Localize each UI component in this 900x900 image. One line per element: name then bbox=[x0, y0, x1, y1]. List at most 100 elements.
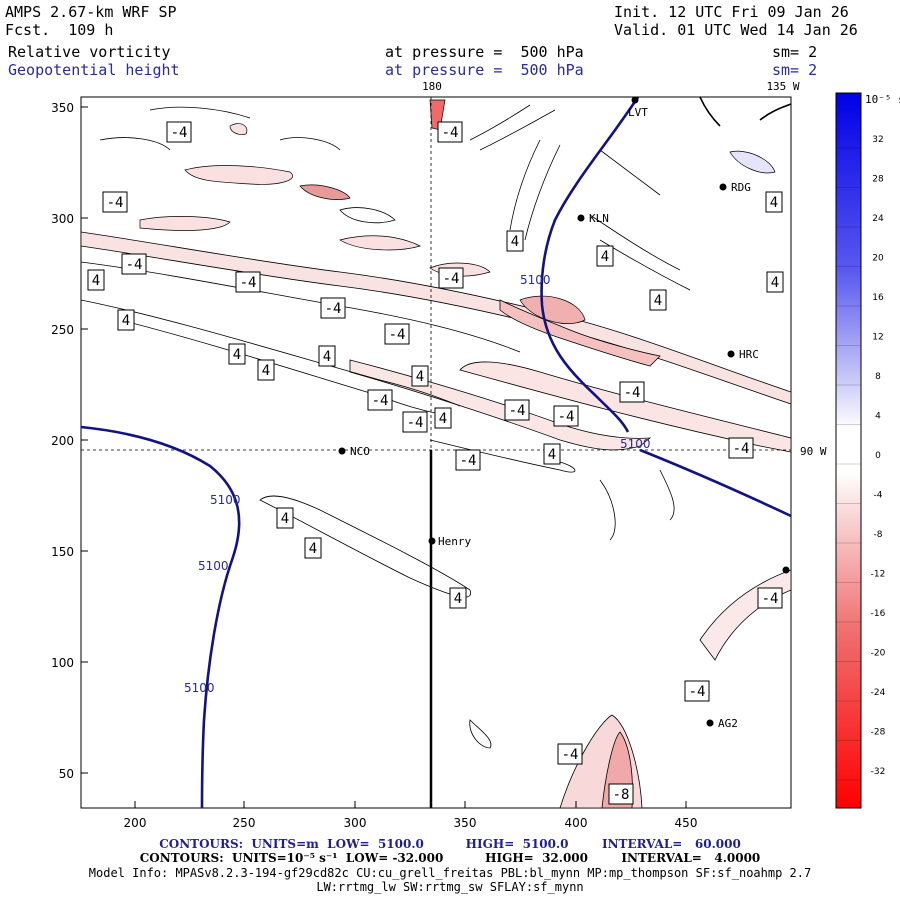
field2-name: Geopotential height bbox=[8, 61, 180, 79]
vort-label-text: 4 bbox=[654, 293, 662, 309]
vort-label-text: 4 bbox=[262, 363, 270, 379]
vort-label-text: -4 bbox=[389, 327, 406, 343]
colorbar-tick-label: 8 bbox=[875, 372, 881, 382]
vort-label-box: 4 bbox=[506, 230, 524, 252]
forecast-hour: Fcst. 109 h bbox=[5, 21, 114, 39]
station-kln: KLN bbox=[589, 212, 609, 225]
vort-label-box: 4 bbox=[765, 191, 783, 213]
station-nco: NCO bbox=[350, 445, 370, 458]
vort-label-box: -4 bbox=[619, 381, 645, 403]
map-frame bbox=[80, 96, 792, 809]
vort-label-text: 4 bbox=[511, 234, 519, 250]
vort-label-text: -4 bbox=[624, 385, 641, 401]
colorbar: 10⁻⁵ s⁻¹ 32 28 24 20 16 12 8 4 0 -4 -8 -12 -16 -20 -24… bbox=[835, 92, 900, 809]
vort-label-box: -4 bbox=[102, 191, 128, 213]
vort-label-box: -4 bbox=[557, 743, 583, 765]
vort-label-text: -8 bbox=[613, 787, 630, 803]
vort-label-text: -4 bbox=[442, 125, 459, 141]
vort-label-text: -4 bbox=[325, 301, 342, 317]
svg-text:100: 100 bbox=[51, 656, 74, 670]
vort-label-box: -4 bbox=[367, 389, 393, 411]
meridian-180-label: 180 bbox=[422, 80, 442, 93]
vort-label-text: 4 bbox=[92, 273, 100, 289]
vort-label-box: 4 bbox=[434, 407, 452, 429]
footer-model-info: Model Info: MPASv8.2.3-194-gf29cd82c CU:… bbox=[88, 866, 812, 880]
svg-text:5100: 5100 bbox=[198, 559, 229, 573]
vort-label-box: -4 bbox=[235, 271, 261, 293]
vort-label-box: -4 bbox=[684, 680, 710, 702]
vort-label-text: -4 bbox=[240, 275, 257, 291]
vort-label-text: -4 bbox=[689, 684, 706, 700]
svg-text:250: 250 bbox=[51, 323, 74, 337]
colorbar-tick-label: -12 bbox=[871, 570, 886, 580]
vort-label-text: 4 bbox=[548, 447, 556, 463]
vort-label-text: 4 bbox=[439, 411, 447, 427]
vorticity-contour-labels: -4 -4 -4 4 4 4 -4 4 -4 4 -4 4 -4 4 -4 4 4 4 4 -4 -4 -4 -4 -4 4 -4… bbox=[87, 121, 784, 805]
vort-label-box: -4 bbox=[553, 405, 579, 427]
colorbar-tick-label: -8 bbox=[874, 530, 883, 540]
vort-label-text: 4 bbox=[601, 249, 609, 265]
vort-label-box: 4 bbox=[649, 289, 667, 311]
vort-label-box: -4 bbox=[504, 399, 530, 421]
vort-label-box: 4 bbox=[766, 271, 784, 293]
colorbar-tick-label: 4 bbox=[875, 412, 881, 422]
vort-label-box: 4 bbox=[449, 587, 467, 609]
footer-vort-contours: CONTOURS: UNITS=10⁻⁵ s⁻¹ LOW= -32.000 HI… bbox=[139, 851, 761, 865]
vort-label-box: 4 bbox=[304, 537, 322, 559]
svg-text:250: 250 bbox=[233, 816, 256, 830]
colorbar-tick-label: -16 bbox=[871, 609, 886, 619]
height-contour-west bbox=[81, 425, 241, 808]
colorbar-tick-label: 32 bbox=[872, 135, 883, 145]
vort-label-box: 4 bbox=[596, 245, 614, 267]
svg-text:400: 400 bbox=[565, 816, 588, 830]
svg-text:5100: 5100 bbox=[620, 437, 651, 451]
vort-label-box: 4 bbox=[543, 443, 561, 465]
colorbar-tick-label: 24 bbox=[872, 214, 884, 224]
vort-label-box: -4 bbox=[437, 121, 463, 143]
vort-label-text: 4 bbox=[122, 313, 130, 329]
colorbar-tick-label: -24 bbox=[871, 688, 886, 698]
footer-physics-info: LW:rrtmg_lw SW:rrtmg_sw SFLAY:sf_mynn bbox=[316, 880, 584, 894]
vort-band-north bbox=[81, 231, 791, 405]
y-axis-ticks: 350 300 250 200 150 100 50 bbox=[51, 101, 74, 781]
valid-time: Valid. 01 UTC Wed 14 Jan 26 bbox=[614, 21, 858, 39]
vort-label-box: -4 bbox=[455, 449, 481, 471]
vort-label-text: -4 bbox=[171, 125, 188, 141]
height-labels: 5100 5100 5100 5100 5100 bbox=[184, 273, 651, 695]
vort-center-kln bbox=[499, 299, 661, 367]
model-title: AMPS 2.67-km WRF SP bbox=[5, 3, 177, 21]
station-hrc: HRC bbox=[739, 348, 759, 361]
colorbar-tick-label: -20 bbox=[871, 649, 886, 659]
vort-label-box: -4 bbox=[402, 411, 428, 433]
vort-label-box: -4 bbox=[757, 587, 783, 609]
height-contour-east bbox=[639, 448, 791, 518]
vort-label-text: -4 bbox=[762, 591, 779, 607]
vort-positive-patch bbox=[729, 150, 776, 174]
field1-level: at pressure = 500 hPa bbox=[385, 43, 584, 61]
vort-label-box: -8 bbox=[608, 783, 634, 805]
svg-text:300: 300 bbox=[344, 816, 367, 830]
vort-label-box: 4 bbox=[318, 345, 336, 367]
vort-label-box: 4 bbox=[87, 269, 105, 291]
svg-text:150: 150 bbox=[51, 545, 74, 559]
vort-label-text: 4 bbox=[771, 275, 779, 291]
station-rdg: RDG bbox=[731, 181, 751, 194]
vort-label-text: 4 bbox=[416, 369, 424, 385]
vort-label-box: -4 bbox=[384, 323, 410, 345]
vort-label-text: -4 bbox=[407, 415, 424, 431]
vort-label-text: -4 bbox=[558, 409, 575, 425]
vort-label-text: -4 bbox=[460, 453, 477, 469]
svg-text:5100: 5100 bbox=[184, 681, 215, 695]
colorbar-ramp bbox=[835, 92, 862, 809]
vort-label-text: -4 bbox=[126, 257, 143, 273]
vort-label-box: 4 bbox=[117, 309, 135, 331]
init-time: Init. 12 UTC Fri 09 Jan 26 bbox=[614, 3, 849, 21]
svg-text:200: 200 bbox=[124, 816, 147, 830]
vort-label-text: 4 bbox=[281, 511, 289, 527]
vort-label-box: -4 bbox=[320, 297, 346, 319]
colorbar-tick-label: -4 bbox=[874, 491, 883, 501]
vort-label-box: 4 bbox=[257, 359, 275, 381]
station-markers: LVT RDG KLN HRC NCO Henry AG2 bbox=[338, 96, 790, 730]
vort-label-box: 4 bbox=[411, 365, 429, 387]
